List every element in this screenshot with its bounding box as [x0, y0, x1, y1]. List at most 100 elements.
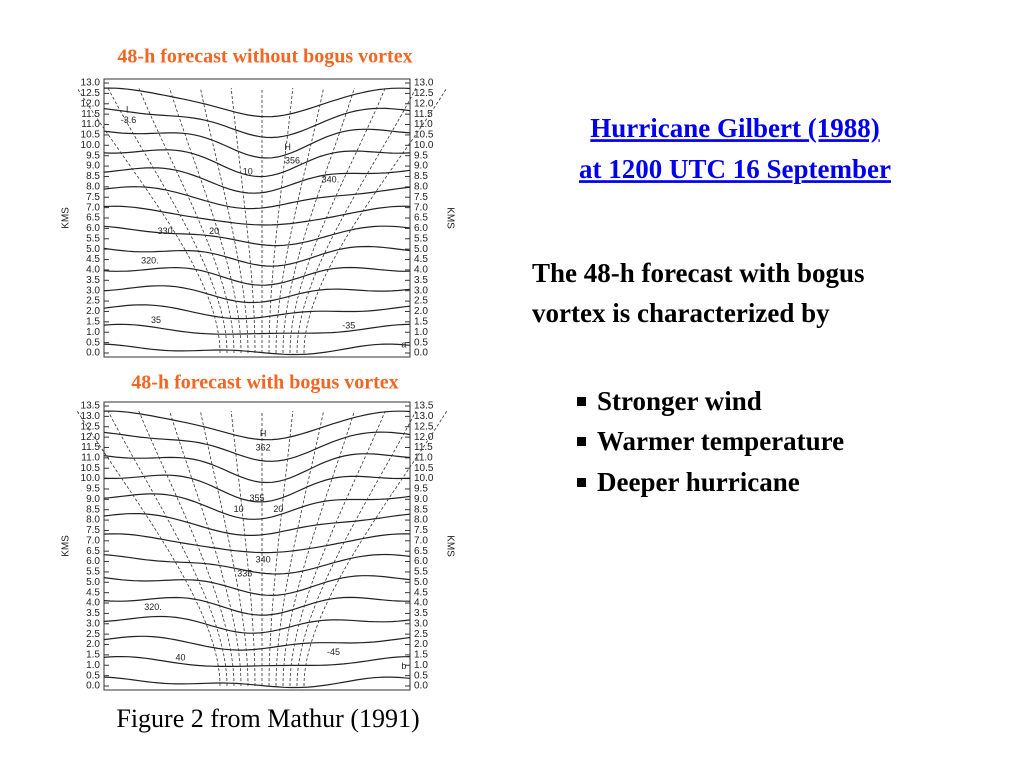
y-tick-label: 3.0 [86, 285, 100, 296]
y-tick-label: 13.5 [81, 401, 101, 412]
y-tick-label: 10.5 [81, 463, 101, 474]
y-tick-label: 5.0 [86, 577, 100, 588]
contour-line [103, 285, 411, 304]
y-tick-label: 6.0 [86, 223, 100, 234]
y-tick-label: 5.0 [414, 577, 428, 588]
wind-contour [296, 410, 417, 687]
y-tick-label: 3.5 [86, 608, 100, 619]
y-tick-label: 5.5 [86, 233, 100, 244]
y-tick-label: 13.0 [81, 411, 101, 422]
contour-line [104, 87, 411, 118]
y-tick-label: 9.5 [414, 150, 428, 161]
contour-line [103, 596, 410, 616]
contour-line [103, 149, 411, 178]
wind-contour [107, 87, 228, 354]
y-tick-label: 5.5 [414, 233, 428, 244]
y-tick-label: 5.5 [86, 567, 100, 578]
contour-annotation: 40 [175, 652, 185, 662]
wind-contour [275, 410, 324, 687]
y-tick-label: 4.0 [414, 598, 428, 609]
wind-contour [289, 410, 386, 687]
axis-unit: KMS [444, 535, 455, 557]
plot-frame [103, 401, 411, 691]
contour-line [103, 304, 411, 320]
y-tick-label: 1.5 [86, 316, 100, 327]
y-tick-label: 2.0 [414, 639, 428, 650]
y-tick-label: 11.0 [81, 452, 100, 463]
y-tick-label: 2.5 [86, 629, 100, 640]
wind-contour [169, 410, 242, 687]
contour-line [103, 205, 411, 226]
y-tick-label: 11.5 [414, 109, 433, 120]
y-tick-label: 0.0 [86, 348, 100, 359]
contour-line [103, 656, 411, 667]
y-tick-label: 7.0 [414, 202, 428, 213]
y-tick-label: 11.5 [81, 442, 100, 453]
y-tick-label: 9.5 [86, 484, 100, 495]
y-tick-label: 1.0 [414, 660, 428, 671]
axis-unit: KMS [61, 535, 72, 557]
contour-annotation: 330 [158, 226, 173, 236]
bullet: Deeper hurricane [597, 467, 800, 497]
y-tick-label: 3.0 [414, 618, 428, 629]
contour-annotation: -35 [342, 320, 355, 330]
y-tick-label: 4.0 [86, 265, 100, 276]
y-tick-label: 6.0 [414, 556, 428, 567]
contour-line [103, 553, 411, 575]
y-tick-label: 2.5 [414, 296, 428, 307]
y-tick-label: 4.5 [414, 587, 428, 598]
contour-annotation: 340 [256, 554, 271, 564]
y-tick-label: 7.0 [414, 535, 428, 546]
wind-contour [230, 87, 256, 354]
contour-annotation: 340. [322, 175, 340, 185]
contour-line [103, 513, 411, 536]
y-tick-label: 4.5 [414, 254, 428, 265]
wind-contour [268, 87, 294, 354]
contour-annotation: H [260, 428, 267, 438]
contour-annotation: -3.6 [121, 115, 137, 125]
y-tick-label: 9.5 [86, 150, 100, 161]
contour-line [103, 266, 411, 286]
y-tick-label: 0.0 [414, 348, 428, 359]
y-tick-label: 9.0 [414, 494, 428, 505]
wind-contour [107, 410, 228, 687]
y-tick-label: 7.0 [86, 202, 100, 213]
y-tick-label: 2.0 [86, 639, 100, 650]
y-tick-label: 2.0 [414, 306, 428, 317]
contour-line [103, 453, 411, 484]
wind-contour [282, 87, 355, 354]
y-tick-label: 0.5 [414, 337, 428, 348]
contour-annotation: a [401, 339, 406, 349]
y-tick-label: 1.0 [86, 660, 100, 671]
y-tick-label: 2.5 [414, 629, 428, 640]
y-tick-label: 10.5 [414, 130, 434, 141]
y-tick-label: 0.5 [86, 670, 100, 681]
y-tick-label: 6.5 [86, 213, 100, 224]
y-tick-label: 9.0 [414, 161, 428, 172]
y-tick-label: 10.0 [81, 140, 101, 151]
wind-contour [76, 410, 221, 687]
wind-contour [296, 87, 417, 354]
plot-frame [103, 78, 411, 358]
contour-line [103, 431, 411, 462]
y-tick-label: 1.5 [86, 650, 100, 661]
axis-unit: KMS [61, 207, 72, 229]
y-tick-label: 3.5 [414, 608, 428, 619]
y-tick-label: 12.0 [414, 98, 434, 109]
contour-line [103, 128, 411, 159]
y-tick-label: 11.5 [414, 442, 433, 453]
y-tick-label: 11.5 [81, 109, 100, 120]
contour-annotation: 362 [256, 442, 271, 452]
wind-contour [200, 410, 249, 687]
contour-line [103, 186, 411, 210]
y-tick-label: 12.5 [414, 421, 434, 432]
y-tick-label: 10.0 [81, 473, 101, 484]
y-tick-label: 4.5 [86, 254, 100, 265]
figure-label: 48-h forecast with bogus vortex [131, 372, 398, 394]
y-tick-label: 6.5 [86, 546, 100, 557]
y-tick-label: 9.5 [414, 484, 428, 495]
y-tick-label: 10.0 [414, 140, 434, 151]
contour-annotation: 35 [151, 315, 161, 325]
contour-line [103, 676, 411, 689]
